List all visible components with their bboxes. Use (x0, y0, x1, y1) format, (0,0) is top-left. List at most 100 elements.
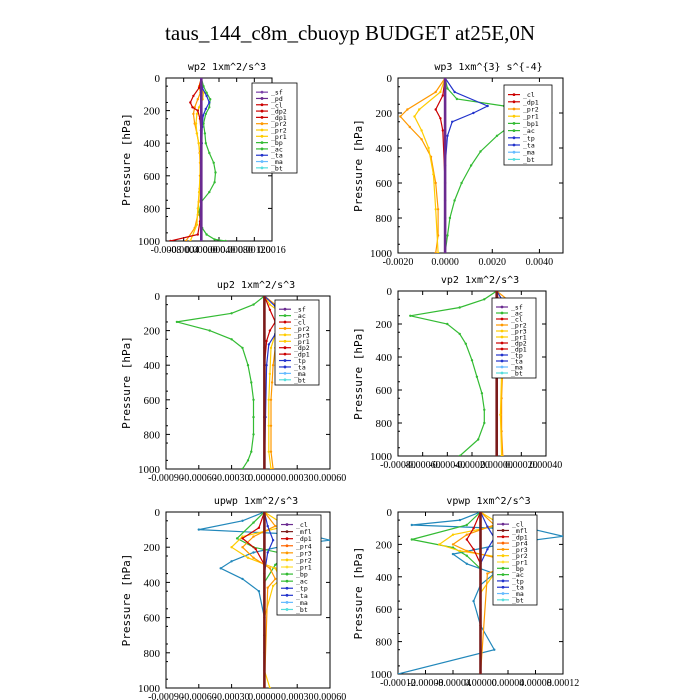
data-point (458, 306, 461, 309)
x-tick-label: 0.0020 (479, 257, 507, 268)
legend-marker (501, 579, 505, 583)
series-line (444, 78, 490, 253)
legend-marker (500, 317, 504, 321)
legend-marker (501, 535, 505, 539)
legend-marker (512, 93, 516, 96)
data-point (410, 538, 413, 541)
legend-marker (260, 134, 264, 138)
data-point (200, 239, 203, 241)
data-point (464, 342, 467, 345)
data-point (436, 208, 440, 211)
y-tick-label: 1000 (370, 451, 393, 463)
data-point (418, 108, 421, 111)
x-tick-label: 0.0040 (526, 257, 554, 268)
legend-entry: _ma (294, 370, 306, 378)
data-point (209, 98, 212, 101)
legend-entry: _ta (296, 592, 308, 600)
data-point (451, 552, 455, 556)
y-tick-label: 600 (376, 385, 393, 397)
data-point (483, 408, 486, 411)
x-tick-label: 0.00120 (238, 245, 271, 256)
y-tick-label: 200 (144, 326, 161, 338)
legend-entry: _cl (271, 101, 283, 109)
x-tick-label: -0.00040 (429, 460, 465, 471)
legend-marker (285, 537, 289, 541)
y-tick-label: 0 (155, 73, 161, 85)
data-point (265, 364, 268, 367)
data-point (271, 584, 275, 588)
y-axis-label: Pressure [hPa] (120, 336, 133, 429)
y-tick-label: 800 (376, 637, 393, 649)
legend-marker (260, 109, 264, 113)
data-point (443, 129, 447, 132)
data-point (446, 234, 449, 237)
legend-marker (512, 100, 516, 104)
legend-marker (260, 153, 264, 157)
data-point (250, 381, 253, 384)
data-point (195, 112, 199, 116)
data-point (486, 572, 489, 575)
x-tick-label: 0.00030 (281, 692, 314, 700)
legend-marker (512, 107, 516, 111)
data-point (398, 672, 400, 674)
legend-marker (285, 530, 289, 534)
data-point (189, 239, 192, 241)
legend-entry: _ac (294, 312, 306, 320)
legend-marker (283, 359, 287, 362)
y-axis-label: Pressure [hPa] (120, 113, 133, 206)
series-line (410, 291, 498, 456)
data-point (263, 296, 266, 298)
legend-entry: _pr1 (511, 334, 527, 342)
legend-entry: _ma (296, 599, 308, 607)
legend-marker (512, 143, 516, 147)
legend-marker (283, 320, 287, 324)
data-point (434, 208, 437, 211)
legend-entry: _tp (512, 577, 524, 585)
data-point (263, 512, 266, 514)
legend-entry: _pr1 (294, 338, 310, 346)
legend-entry: _tp (294, 357, 306, 365)
legend-entry: _sf (294, 306, 306, 314)
y-tick-label: 400 (144, 577, 161, 589)
legend-marker (500, 359, 504, 363)
x-tick-label: -0.00012 (380, 678, 416, 689)
legend-entry: _pr4 (512, 540, 528, 548)
y-tick-label: 600 (376, 604, 393, 616)
legend-entry: _dp1 (271, 114, 287, 122)
legend-marker (283, 327, 287, 330)
legend-marker (285, 600, 289, 604)
data-point (486, 548, 489, 551)
legend-marker (512, 150, 516, 154)
data-point (451, 533, 455, 536)
x-tick-label: 0.00040 (530, 460, 563, 471)
data-point (448, 216, 452, 220)
legend-marker (501, 573, 505, 577)
series-group (197, 512, 330, 688)
data-point (184, 239, 188, 241)
legend-entry: _pr2 (523, 106, 539, 114)
data-point (241, 546, 244, 549)
y-tick-label: 1000 (138, 464, 161, 476)
data-point (265, 339, 268, 343)
data-point (230, 338, 233, 341)
data-point (427, 146, 430, 150)
series-line (444, 78, 552, 253)
legend-marker (260, 90, 264, 94)
x-tick-label: 0.00020 (505, 460, 538, 471)
y-tick-label: 0 (387, 286, 393, 298)
series-line (411, 512, 482, 674)
data-point (269, 467, 273, 469)
chart-panel-6: vpwp 1xm^2/s^302004006008001000-0.00012-… (352, 496, 579, 689)
data-point (472, 548, 475, 551)
y-tick-label: 600 (144, 395, 161, 407)
legend-entry: _sf (271, 89, 283, 97)
series-group (169, 78, 227, 241)
legend-entry: _pr2 (296, 556, 312, 564)
plot-frame (165, 511, 331, 689)
x-tick-label: -0.00080 (380, 460, 416, 471)
x-tick-label: 0.00000 (248, 692, 281, 700)
legend-entry: _dp2 (294, 344, 310, 352)
legend-marker (260, 147, 264, 151)
x-tick-label: -0.00060 (405, 460, 441, 471)
legend-entry: _bt (296, 606, 308, 614)
